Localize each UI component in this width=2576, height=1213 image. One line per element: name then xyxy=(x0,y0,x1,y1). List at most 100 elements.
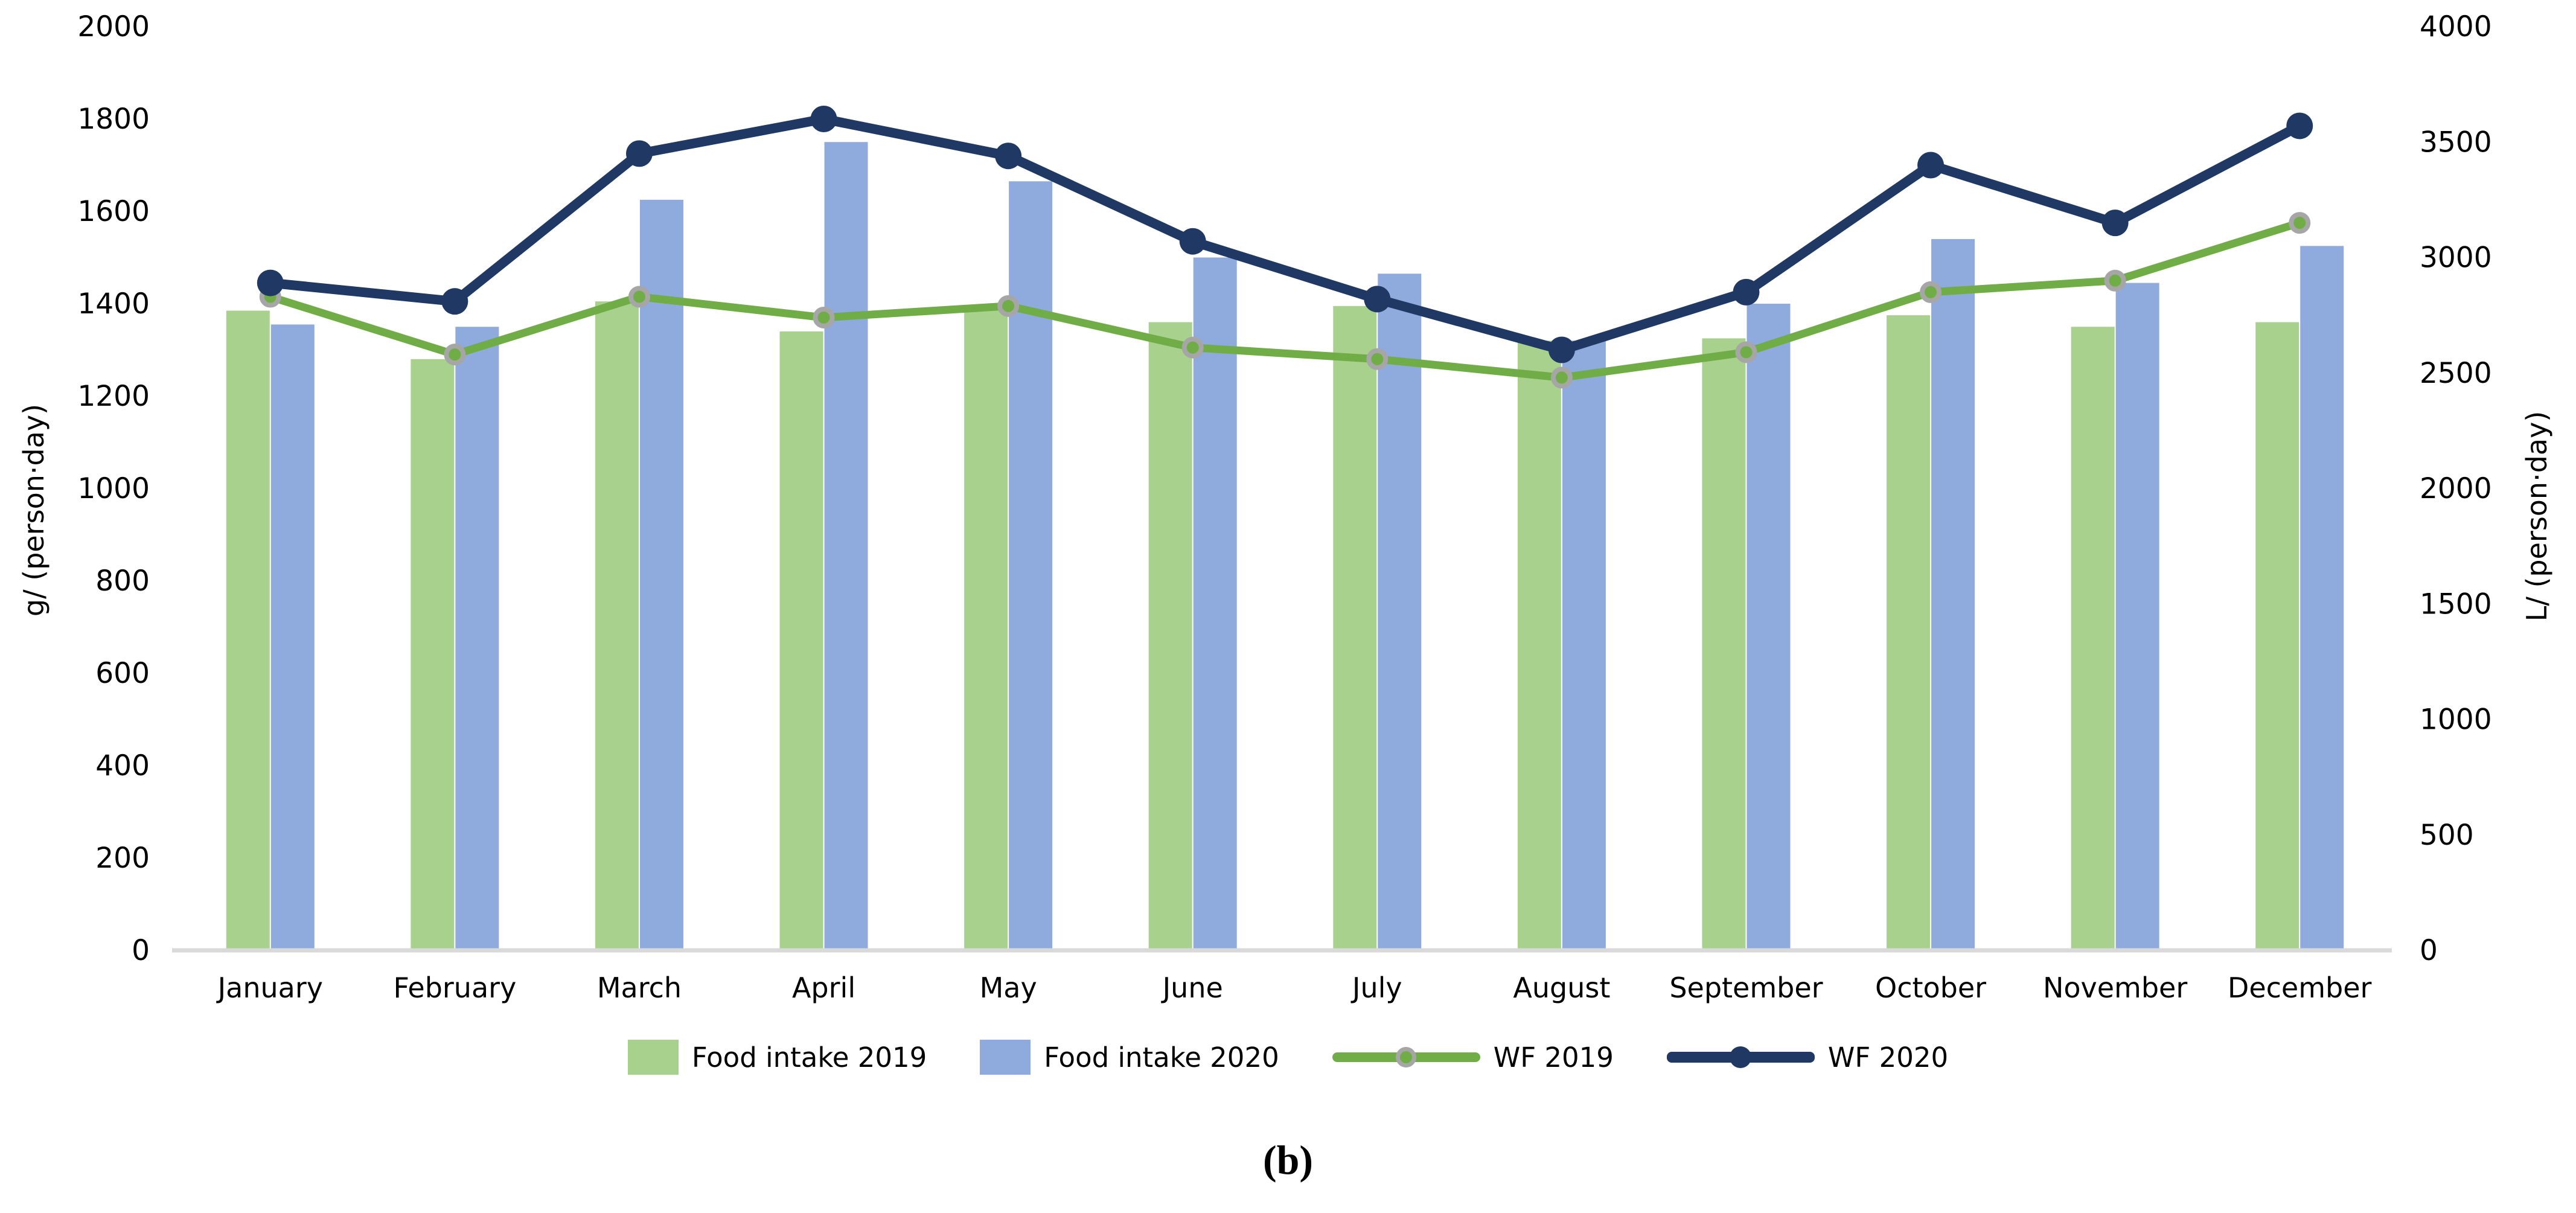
point-wf-2020-february xyxy=(441,288,468,315)
bar-food-intake-2020-april xyxy=(824,142,868,950)
point-wf-2020-september xyxy=(1733,278,1760,306)
point-wf-2020-january xyxy=(257,269,284,296)
month-label-october: October xyxy=(1875,971,1986,1004)
point-wf-2020-november xyxy=(2101,210,2129,237)
point-wf-2020-august xyxy=(1548,336,1575,363)
point-wf-2020-march xyxy=(625,140,653,167)
point-wf-2020-october xyxy=(1917,152,1945,179)
point-wf-2020-may xyxy=(995,142,1022,170)
right-tick-4000: 4000 xyxy=(2420,10,2492,43)
ticks-layer: 0 200 400 600 800 1000 1200 1400 1600 1800 2000 0 50… xyxy=(77,10,2491,1004)
point-wf-2019-november xyxy=(2104,269,2126,292)
figure-caption: (b) xyxy=(1262,1137,1314,1183)
chart-legend: Food intake 2019 Food intake 2020 WF 201… xyxy=(0,1040,2576,1075)
bar-food-intake-2020-august xyxy=(1562,341,1606,950)
point-wf-2019-december xyxy=(2289,212,2311,234)
point-wf-2019-august xyxy=(1550,366,1573,389)
lines-layer xyxy=(257,106,2313,389)
left-tick-200: 200 xyxy=(95,842,150,875)
month-label-march: March xyxy=(597,971,682,1004)
line-marker-wf-2019-icon xyxy=(1332,1047,1480,1067)
left-axis-title: g/ (person·day) xyxy=(18,404,50,616)
bar-food-intake-2019-september xyxy=(1702,338,1746,950)
point-wf-2019-may xyxy=(997,295,1020,317)
left-tick-800: 800 xyxy=(95,565,150,598)
month-label-july: July xyxy=(1350,971,1402,1004)
bar-food-intake-2019-february xyxy=(411,359,455,950)
bar-food-intake-2020-january xyxy=(270,324,315,950)
right-tick-1000: 1000 xyxy=(2420,703,2492,737)
month-label-september: September xyxy=(1669,971,1823,1004)
legend-item-wf-2020: WF 2020 xyxy=(1666,1041,1949,1074)
bar-food-intake-2019-may xyxy=(964,308,1008,950)
right-tick-3500: 3500 xyxy=(2420,126,2492,159)
right-tick-500: 500 xyxy=(2420,819,2474,852)
point-wf-2020-june xyxy=(1179,228,1206,255)
right-axis-title: L/ (person·day) xyxy=(2520,411,2553,622)
right-tick-3000: 3000 xyxy=(2420,242,2492,275)
point-wf-2019-june xyxy=(1181,336,1204,359)
left-tick-400: 400 xyxy=(95,749,150,783)
point-wf-2019-march xyxy=(628,286,650,308)
point-wf-2019-july xyxy=(1366,348,1389,370)
legend-item-wf-2019: WF 2019 xyxy=(1332,1042,1614,1074)
bar-food-intake-2020-september xyxy=(1747,304,1791,950)
wf-2020-marker-dot-icon xyxy=(1730,1046,1752,1068)
left-tick-1400: 1400 xyxy=(77,287,150,321)
bar-food-intake-2019-december xyxy=(2255,322,2300,950)
bar-food-intake-2019-october xyxy=(1887,315,1931,950)
bar-food-intake-2020-february xyxy=(455,327,499,950)
bars-layer xyxy=(226,142,2344,951)
bar-food-intake-2020-october xyxy=(1931,238,1975,950)
left-tick-1600: 1600 xyxy=(77,195,150,228)
bar-food-intake-2019-november xyxy=(2071,327,2115,950)
legend-item-food-intake-2020: Food intake 2020 xyxy=(980,1040,1279,1075)
bar-swatch-2019-icon xyxy=(627,1040,679,1075)
bar-food-intake-2019-june xyxy=(1148,322,1192,950)
right-tick-1500: 1500 xyxy=(2420,587,2492,621)
legend-label-food-intake-2020: Food intake 2020 xyxy=(1044,1041,1279,1074)
line-wf-2020 xyxy=(265,114,2305,355)
bar-food-intake-2020-july xyxy=(1378,274,1422,950)
month-label-june: June xyxy=(1161,971,1223,1004)
right-tick-0: 0 xyxy=(2420,934,2438,967)
legend-label-wf-2020: WF 2020 xyxy=(1827,1041,1949,1074)
month-label-november: November xyxy=(2043,971,2187,1004)
legend-item-food-intake-2019: Food intake 2019 xyxy=(627,1040,927,1075)
bar-food-intake-2020-may xyxy=(1009,181,1053,950)
left-tick-2000: 2000 xyxy=(77,10,150,43)
month-label-january: January xyxy=(216,971,323,1004)
point-wf-2019-september xyxy=(1735,341,1757,363)
legend-label-wf-2019: WF 2019 xyxy=(1493,1041,1614,1074)
bar-food-intake-2020-november xyxy=(2115,283,2159,951)
point-wf-2019-april xyxy=(813,306,835,328)
line-marker-wf-2020-icon xyxy=(1666,1046,1815,1068)
left-tick-1800: 1800 xyxy=(77,103,150,136)
bar-food-intake-2019-august xyxy=(1517,341,1561,950)
wf-2019-marker-dot-icon xyxy=(1396,1047,1417,1067)
right-tick-2000: 2000 xyxy=(2420,472,2492,505)
point-wf-2019-october xyxy=(1920,281,1942,303)
line-wf-2019 xyxy=(266,219,2304,382)
bar-food-intake-2020-march xyxy=(639,199,683,950)
left-tick-600: 600 xyxy=(95,657,150,690)
point-wf-2020-april xyxy=(810,106,837,132)
right-tick-2500: 2500 xyxy=(2420,357,2492,390)
bar-food-intake-2019-january xyxy=(226,310,270,950)
left-tick-1200: 1200 xyxy=(77,380,150,413)
bar-food-intake-2019-july xyxy=(1333,306,1377,951)
month-label-april: April xyxy=(792,971,855,1004)
point-wf-2019-february xyxy=(444,344,466,366)
month-label-may: May xyxy=(980,971,1037,1004)
month-label-december: December xyxy=(2228,971,2372,1004)
bar-swatch-2020-icon xyxy=(980,1040,1031,1075)
point-wf-2020-july xyxy=(1364,286,1391,313)
bar-food-intake-2019-april xyxy=(779,331,823,950)
month-label-august: August xyxy=(1513,971,1610,1004)
bar-food-intake-2020-december xyxy=(2300,246,2344,950)
point-wf-2020-december xyxy=(2286,112,2313,139)
month-label-february: February xyxy=(393,971,516,1004)
legend-label-food-intake-2019: Food intake 2019 xyxy=(691,1041,927,1074)
